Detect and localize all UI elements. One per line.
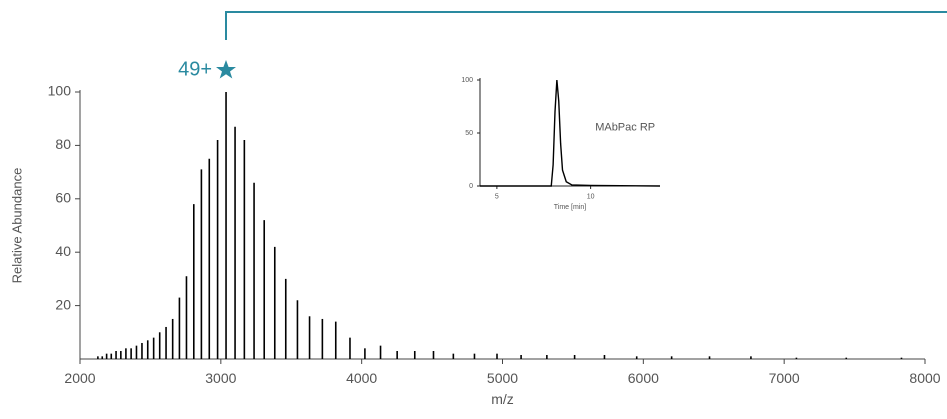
y-tick-label: 20 (55, 296, 71, 312)
x-tick-label: 10 (587, 194, 595, 201)
x-axis-label: m/z (491, 391, 514, 407)
y-tick-label: 40 (55, 243, 71, 259)
y-tick-label: 80 (55, 136, 71, 152)
x-tick-label: 6000 (628, 370, 659, 386)
star-marker (216, 60, 236, 79)
y-axis-label: Relative Abundance (9, 168, 24, 284)
x-tick-label: 7000 (769, 370, 800, 386)
chromatogram-line (480, 79, 661, 187)
x-tick-label: 2000 (64, 370, 95, 386)
y-tick-label: 0 (469, 183, 473, 190)
x-tick-label: 5 (495, 194, 499, 201)
y-tick-label: 60 (55, 190, 71, 206)
x-tick-label: 8000 (909, 370, 940, 386)
x-axis-label: Time [min] (554, 204, 586, 211)
y-tick-label: 50 (465, 130, 473, 137)
bracket (225, 11, 947, 40)
y-tick-label: 100 (461, 77, 473, 84)
x-tick-label: 3000 (205, 370, 236, 386)
y-tick-label: 100 (48, 83, 72, 99)
inset-label: MAbPac RP (595, 122, 655, 134)
peak-annotation: 49+ (178, 58, 212, 80)
x-tick-label: 5000 (487, 370, 518, 386)
x-tick-label: 4000 (346, 370, 377, 386)
